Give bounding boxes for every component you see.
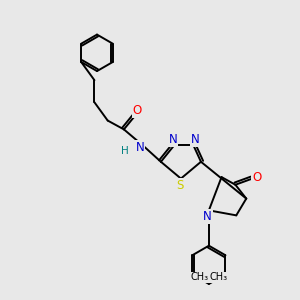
Text: O: O xyxy=(252,171,262,184)
Text: CH₃: CH₃ xyxy=(210,272,228,282)
Text: O: O xyxy=(133,104,142,117)
Text: N: N xyxy=(169,133,177,146)
Text: N: N xyxy=(136,141,145,154)
Text: N: N xyxy=(191,133,200,146)
Text: N: N xyxy=(203,210,212,223)
Text: CH₃: CH₃ xyxy=(191,272,209,282)
Text: S: S xyxy=(177,178,184,191)
Text: H: H xyxy=(121,146,129,157)
